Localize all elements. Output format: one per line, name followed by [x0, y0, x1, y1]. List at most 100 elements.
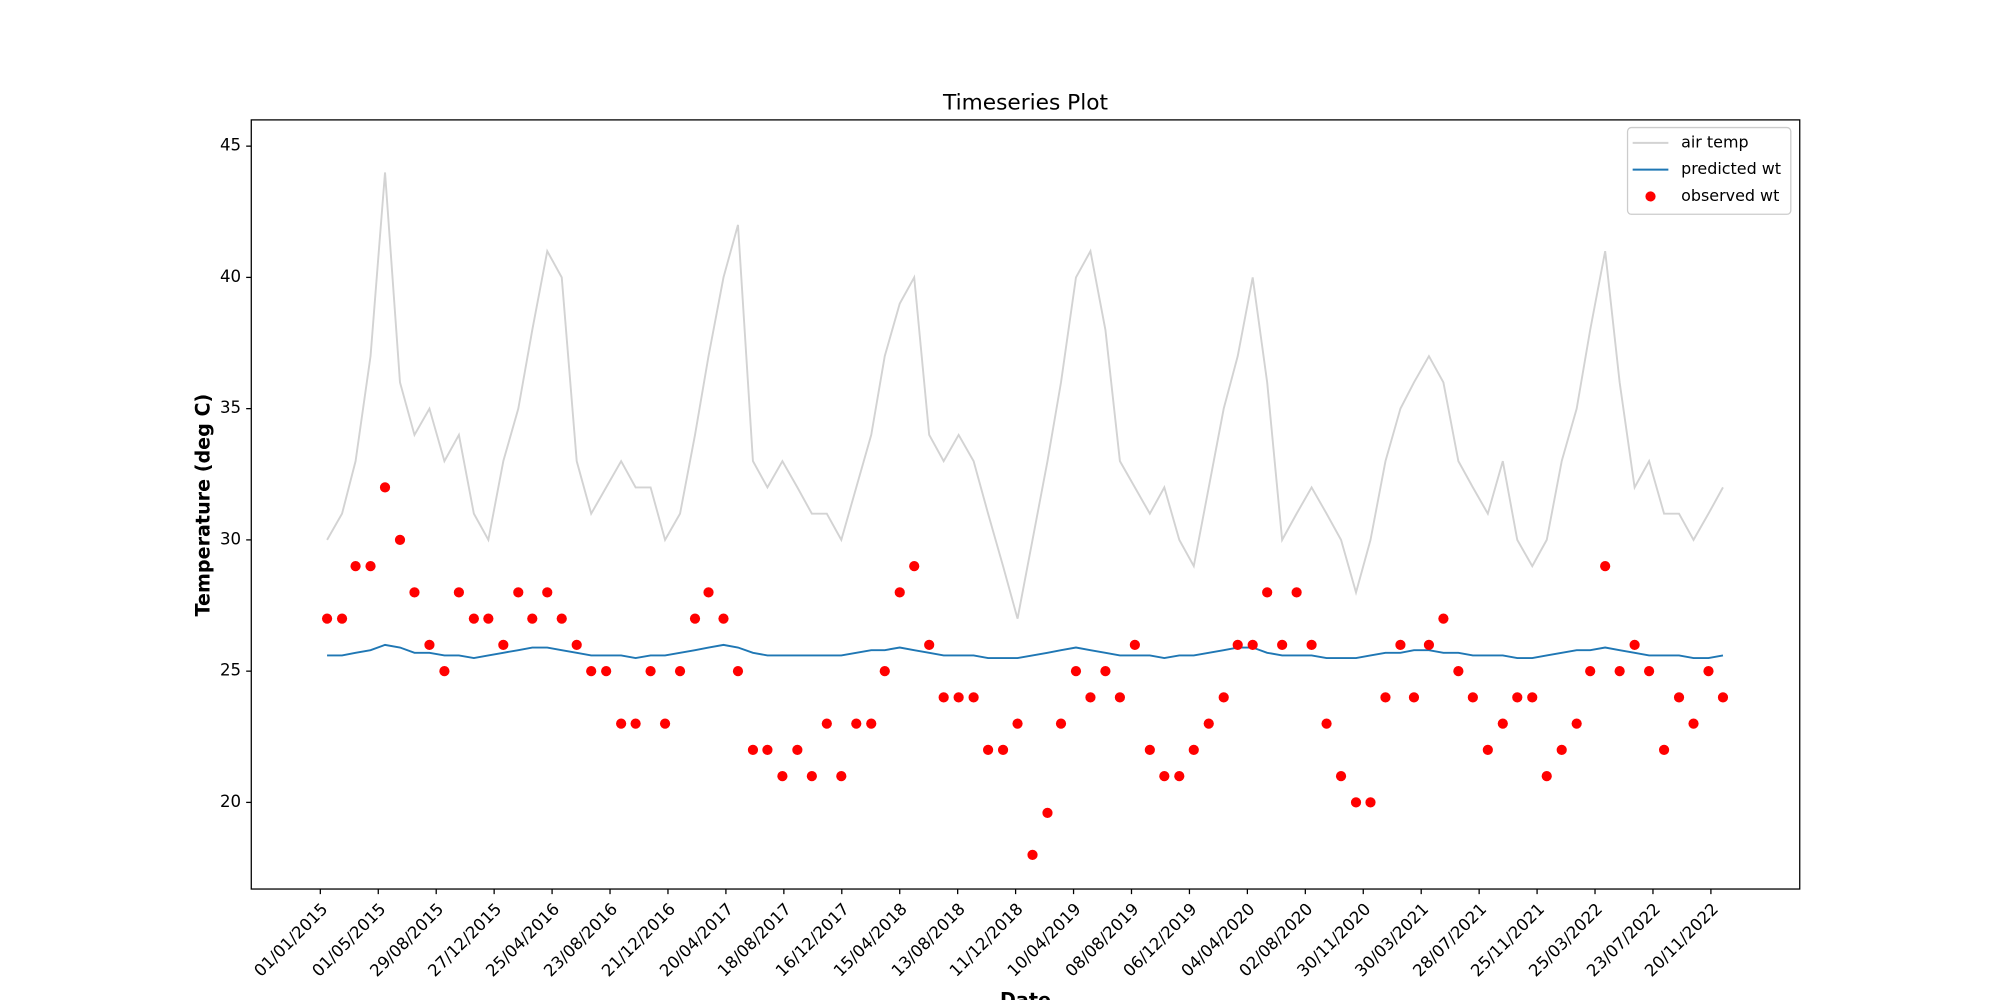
data-point — [1218, 692, 1229, 703]
data-point — [1512, 692, 1523, 703]
data-point — [1070, 666, 1082, 677]
data-point — [1365, 797, 1376, 808]
data-point — [821, 718, 832, 729]
data-point — [630, 718, 641, 729]
data-point — [1453, 666, 1464, 677]
data-point — [1658, 744, 1670, 756]
y-tick-label: 40 — [220, 267, 241, 286]
data-point — [968, 692, 979, 703]
data-point — [409, 587, 420, 598]
data-point — [424, 639, 435, 651]
data-point — [762, 744, 773, 756]
data-point — [747, 744, 759, 756]
data-point — [953, 692, 964, 703]
legend-box — [1626, 126, 1792, 215]
data-point — [997, 744, 1009, 756]
data-point — [1100, 666, 1111, 677]
legend-marker — [1645, 191, 1656, 202]
data-point — [483, 613, 494, 624]
data-point — [1571, 718, 1582, 729]
data-point — [616, 718, 627, 729]
data-point — [1541, 771, 1552, 782]
data-point — [542, 587, 553, 598]
data-point — [1291, 587, 1302, 598]
data-point — [879, 666, 890, 677]
legend-label: predicted wt — [1681, 159, 1781, 178]
data-point — [1467, 692, 1478, 703]
data-point — [586, 666, 597, 677]
data-point — [394, 534, 406, 546]
data-point — [732, 666, 744, 677]
data-point — [1232, 639, 1243, 651]
data-point — [1395, 639, 1406, 651]
data-point — [1085, 692, 1096, 703]
data-point — [1643, 666, 1655, 677]
data-point — [1247, 639, 1258, 651]
legend-label: air temp — [1681, 132, 1749, 151]
data-point — [1277, 639, 1288, 651]
data-point — [571, 639, 582, 651]
data-point — [1673, 692, 1685, 703]
data-point — [527, 613, 538, 624]
data-point — [1114, 692, 1126, 703]
data-point — [1321, 718, 1332, 729]
data-point — [718, 613, 729, 624]
data-point — [1703, 666, 1714, 677]
data-point — [601, 666, 612, 677]
data-point — [1027, 849, 1038, 861]
data-point — [659, 718, 671, 729]
data-point — [1350, 797, 1362, 808]
data-point — [1380, 692, 1391, 703]
data-point — [1159, 771, 1170, 782]
data-point — [1423, 639, 1435, 651]
data-point — [1527, 692, 1538, 703]
data-point — [894, 587, 905, 598]
series-line — [327, 643, 1724, 659]
data-point — [1688, 718, 1699, 729]
data-point — [1482, 744, 1493, 756]
data-point — [924, 639, 935, 651]
legend-label: observed wt — [1681, 186, 1779, 205]
data-point — [1174, 771, 1185, 782]
y-tick-label: 25 — [220, 661, 241, 680]
data-point — [777, 771, 788, 782]
x-axis-label: Date — [1000, 989, 1051, 1000]
data-point — [1335, 771, 1347, 782]
y-tick-label: 20 — [220, 792, 241, 811]
data-point — [1717, 692, 1729, 703]
plot-frame — [250, 119, 1801, 890]
y-tick-label: 30 — [220, 529, 241, 548]
data-point — [909, 561, 920, 572]
y-tick-label: 45 — [220, 136, 241, 155]
data-point — [1600, 561, 1611, 572]
data-point — [1497, 718, 1508, 729]
data-point — [1129, 639, 1140, 651]
data-point — [439, 666, 450, 677]
series-line — [326, 172, 1724, 619]
data-point — [674, 666, 686, 677]
data-point — [556, 613, 567, 624]
data-point — [1556, 744, 1567, 756]
data-point — [806, 771, 817, 782]
data-point — [1614, 666, 1625, 677]
data-point — [1306, 639, 1317, 651]
data-point — [1055, 718, 1067, 729]
y-axis-label: Temperature (deg C) — [192, 394, 215, 617]
data-point — [792, 744, 803, 756]
data-point — [1042, 807, 1053, 819]
data-point — [468, 613, 479, 624]
data-point — [513, 587, 524, 598]
data-point — [645, 666, 656, 677]
data-point — [1585, 666, 1596, 677]
chart-title: Timeseries Plot — [942, 90, 1108, 115]
data-point — [350, 561, 361, 572]
data-point — [1144, 744, 1155, 756]
data-point — [336, 613, 348, 624]
data-point — [453, 587, 464, 598]
data-point — [1203, 718, 1214, 729]
data-point — [1012, 718, 1023, 729]
data-point — [836, 771, 847, 782]
data-point — [1438, 613, 1449, 624]
data-point — [321, 613, 333, 624]
data-point — [365, 561, 376, 572]
